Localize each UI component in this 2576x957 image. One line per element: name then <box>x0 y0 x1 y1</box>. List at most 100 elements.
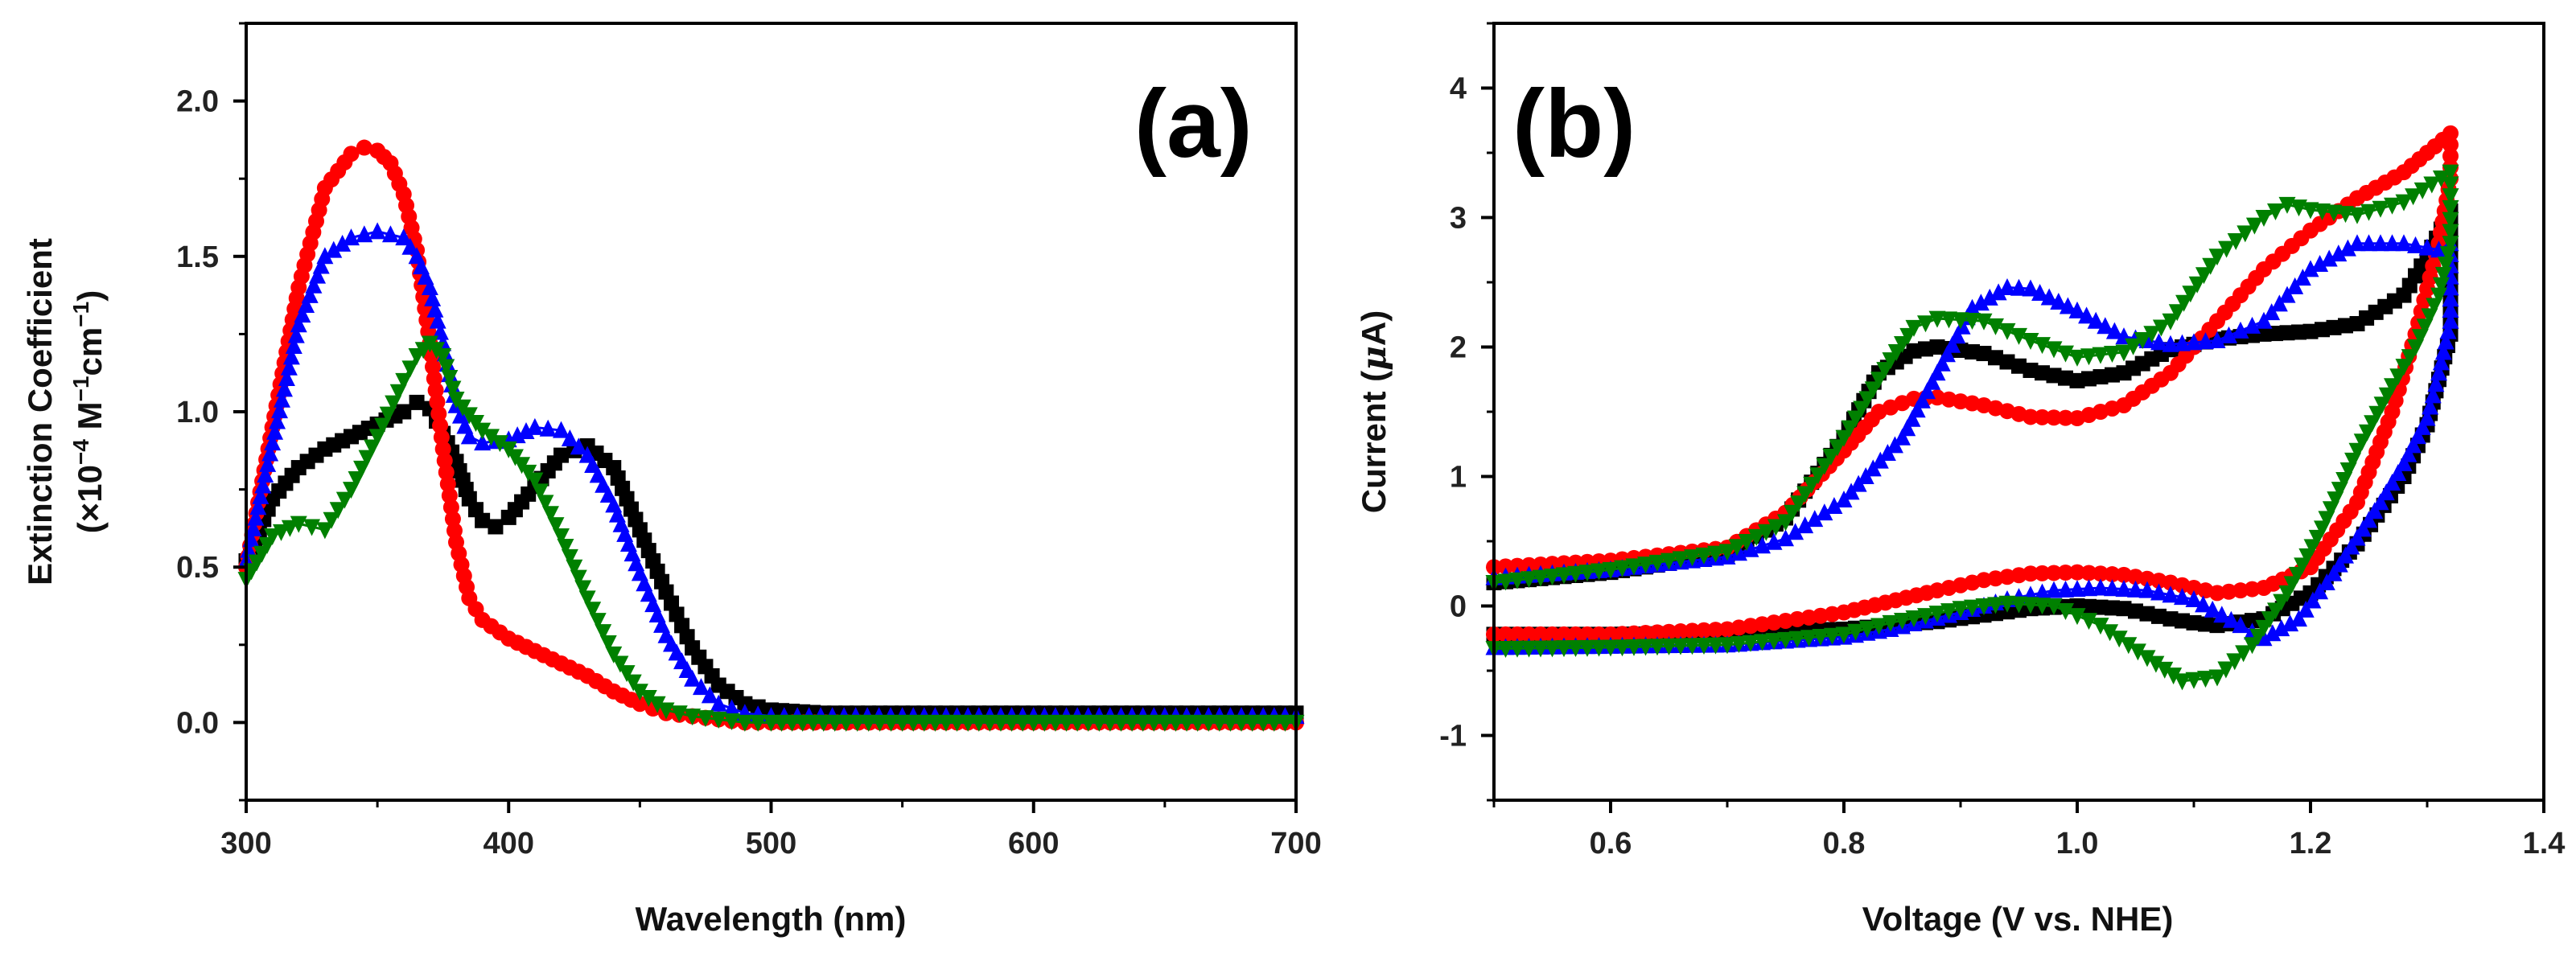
panel-a-data-point-blue <box>271 401 289 419</box>
panel-b-data-point-green <box>2358 424 2376 442</box>
panel-b-data-point-green <box>1754 634 1771 651</box>
panel-a-y-tick-label: 0.0 <box>176 706 219 740</box>
panel-b-data-point-blue <box>2318 573 2335 591</box>
panel-a-data-point-green <box>1068 714 1086 732</box>
panel-b-data-point-green <box>2384 197 2401 215</box>
panel-b-data-point-green <box>1765 633 1783 651</box>
panel-b-data-point-green <box>1707 637 1724 655</box>
panel-a-data-point-blue <box>334 234 352 252</box>
panel-b-data-point-blue <box>2427 375 2445 392</box>
panel-b-y-tick-label: 3 <box>1450 202 1467 236</box>
panel-b-data-point-green <box>2255 619 2273 637</box>
panel-a-data-point-green <box>1123 714 1141 732</box>
panel-a-data-point-red <box>429 393 446 410</box>
panel-b-data-point-green <box>1648 639 1666 656</box>
panel-a-axes: 300 400 500 600 700 0.0 0.5 1.0 1.5 2.0 <box>176 22 1322 860</box>
panel-b-data-point-blue <box>1903 409 1921 427</box>
panel-b-data-point-blue <box>2162 335 2179 352</box>
panel-a-data-point-green <box>1167 714 1184 732</box>
panel-b-data-point-black <box>2139 606 2155 622</box>
panel-b-data-point-red <box>1696 622 1712 639</box>
panel-b-data-point-green <box>2283 576 2301 594</box>
panel-a-data-point-green <box>1221 714 1239 732</box>
panel-b-data-point-black <box>2302 323 2319 339</box>
panel-b-data-point-blue <box>2442 290 2459 307</box>
panel-b-data-point-green <box>2442 176 2459 194</box>
panel-b-data-point-blue <box>2222 610 2240 628</box>
panel-a-data-point-black <box>488 519 504 535</box>
panel-b-data-point-green <box>1728 539 1746 557</box>
panel-b-data-point-green <box>1520 640 1537 658</box>
panel-b-data-point-green <box>2092 618 2109 635</box>
panel-b-data-point-blue <box>1787 523 1804 540</box>
panel-b-data-point-green <box>2442 199 2459 217</box>
panel-b-data-point-green <box>2331 482 2348 499</box>
panel-b-data-point-red <box>2057 565 2074 581</box>
panel-a-data-point-green <box>290 515 307 533</box>
panel-b-data-point-black <box>2069 372 2085 388</box>
panel-a-data-point-green <box>640 689 657 707</box>
panel-b-data-point-green <box>2226 653 2244 671</box>
panel-b-data-point-blue <box>2297 600 2315 618</box>
panel-b-x-axis-title: Voltage (V vs. NHE) <box>1862 900 2174 938</box>
panel-b-data-point-green <box>1578 565 1596 582</box>
panel-b-data-point-blue <box>2377 483 2395 501</box>
panel-b-data-point-green <box>2389 368 2407 386</box>
panel-a-data-point-blue <box>294 306 311 323</box>
panel-a-data-point-red <box>430 405 447 422</box>
panel-b-data-point-blue <box>2311 254 2329 272</box>
panel-b-data-point-green <box>1625 558 1643 576</box>
panel-b-data-point-green <box>1987 318 2004 335</box>
panel-a-data-point-red <box>356 139 372 156</box>
panel-b-data-point-green <box>1853 400 1870 418</box>
panel-b-data-point-blue <box>2105 322 2123 339</box>
panel-b-data-point-red <box>2046 409 2062 426</box>
panel-b-data-point-red <box>2220 583 2237 600</box>
panel-b-data-point-blue <box>1919 382 1936 400</box>
panel-a-data-point-green <box>1101 714 1119 732</box>
panel-b-data-point-green <box>2278 585 2296 602</box>
panel-b-data-point-green <box>1602 639 1619 657</box>
panel-b-data-point-green <box>2195 267 2212 285</box>
panel-a-data-point-blue <box>275 380 293 397</box>
panel-a-data-point-blue <box>368 222 386 240</box>
panel-a-data-point-blue <box>356 225 373 243</box>
panel-b-data-point-red <box>2034 409 2051 425</box>
panel-a-data-point-blue <box>298 296 315 314</box>
panel-b-data-point-blue <box>2339 239 2356 257</box>
panel-b-data-point-red <box>1626 625 1642 642</box>
panel-a-data-point-green <box>1265 714 1283 732</box>
panel-b-data-point-green <box>1648 554 1666 572</box>
panel-b-data-point-black <box>2315 322 2330 338</box>
panel-b-data-point-blue <box>2092 578 2109 596</box>
panel-b-data-point-blue <box>2022 279 2039 297</box>
panel-a-data-point-green <box>281 520 298 537</box>
panel-a-data-point-blue <box>266 422 284 440</box>
panel-a-data-point-blue <box>301 285 319 303</box>
panel-a-data-point-blue <box>325 240 343 258</box>
panel-b-data-point-green <box>1790 495 1808 513</box>
panel-a-data-point-green <box>531 483 549 501</box>
ylabel-part: (×10 <box>71 465 109 533</box>
panel-b-data-point-blue <box>1806 510 1824 528</box>
panel-a-y-tick-label: 2.0 <box>176 85 219 119</box>
panel-b-data-point-blue <box>1924 372 1941 390</box>
panel-a-data-point-green <box>379 406 397 424</box>
panel-b-data-point-green <box>2442 212 2459 229</box>
panel-b-data-point-black <box>2105 367 2120 383</box>
panel-b-data-point-green <box>1757 524 1775 541</box>
panel-b-data-point-red <box>2092 565 2109 582</box>
ylabel-mu: μ <box>1354 346 1393 371</box>
panel-a-data-point-green <box>949 714 966 732</box>
panel-a-data-point-blue <box>474 433 492 451</box>
panel-b-data-point-blue <box>2174 334 2191 351</box>
panel-b-data-point-black <box>2175 613 2190 629</box>
panel-b-data-point-blue <box>2104 579 2121 597</box>
panel-a-data-point-blue <box>269 412 286 429</box>
panel-a-data-point-green <box>631 684 648 701</box>
panel-a-data-point-black <box>553 447 569 463</box>
panel-b-data-point-blue <box>2068 580 2086 598</box>
panel-b-data-point-red <box>1509 557 1525 574</box>
panel-b-data-point-green <box>1940 311 1957 329</box>
panel-b-data-point-green <box>2202 257 2220 275</box>
